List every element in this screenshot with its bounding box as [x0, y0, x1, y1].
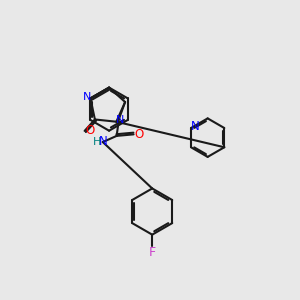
Text: N: N: [116, 115, 124, 125]
Text: O: O: [134, 128, 144, 141]
Text: F: F: [148, 246, 156, 259]
Text: N: N: [82, 92, 91, 102]
Text: H: H: [92, 137, 101, 147]
Text: O: O: [85, 124, 94, 137]
Text: N: N: [99, 135, 108, 148]
Text: N: N: [190, 120, 199, 133]
